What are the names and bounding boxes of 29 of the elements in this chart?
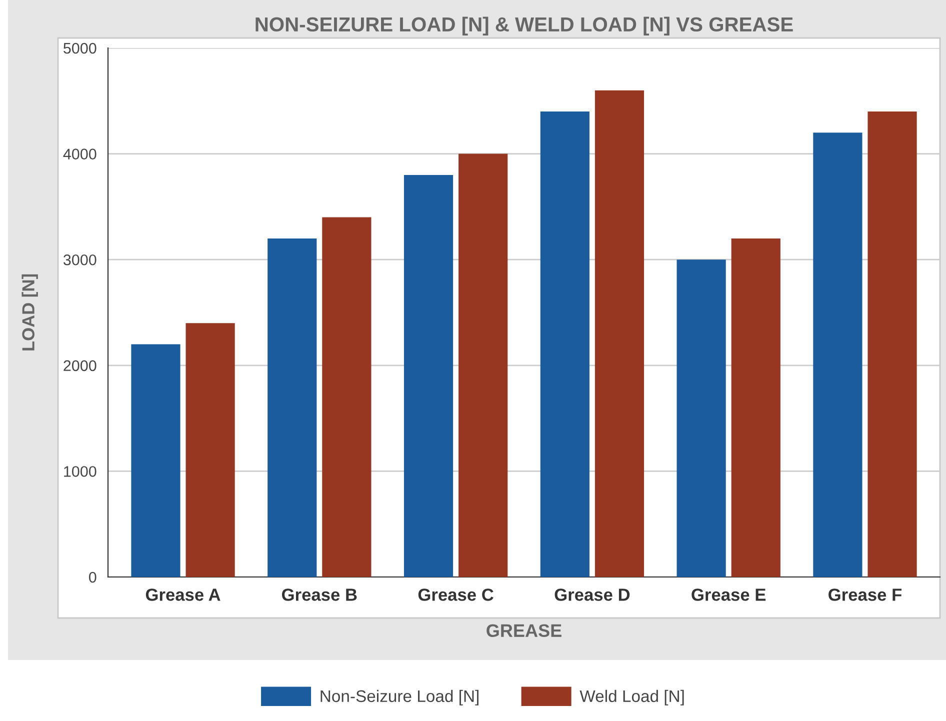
bar <box>676 260 726 577</box>
x-axis-title: GREASE <box>486 624 562 637</box>
legend-label: Non-Seizure Load [N] <box>320 690 478 706</box>
bar <box>268 238 317 577</box>
bar <box>731 238 780 577</box>
bar <box>404 174 454 577</box>
y-axis-title: LOAD [N] <box>22 274 38 350</box>
bar <box>594 90 644 577</box>
y-tick-label: 0 <box>88 572 96 583</box>
chart-title: NON-SEIZURE LOAD [N] & WELD LOAD [N] VS GREASE <box>256 16 793 36</box>
bar <box>131 344 180 577</box>
bar <box>813 132 862 577</box>
bar <box>540 111 590 577</box>
bar <box>186 323 235 577</box>
bar <box>868 111 917 577</box>
x-tick-label: Grease B <box>282 588 357 601</box>
x-tick-label: Grease A <box>146 588 220 601</box>
y-tick-label: 4000 <box>63 148 96 160</box>
legend-label: Weld Load [N] <box>580 690 684 706</box>
x-tick-label: Grease C <box>418 588 494 601</box>
x-tick-label: Grease E <box>692 588 766 601</box>
y-tick-label: 5000 <box>64 42 96 54</box>
y-tick-label: 1000 <box>64 466 96 477</box>
x-tick-label: Grease D <box>554 588 630 601</box>
x-tick-label: Grease F <box>828 588 902 601</box>
y-tick-label: 2000 <box>64 360 96 372</box>
bar <box>322 217 372 577</box>
bar <box>458 154 508 577</box>
y-tick-label: 3000 <box>63 254 96 266</box>
